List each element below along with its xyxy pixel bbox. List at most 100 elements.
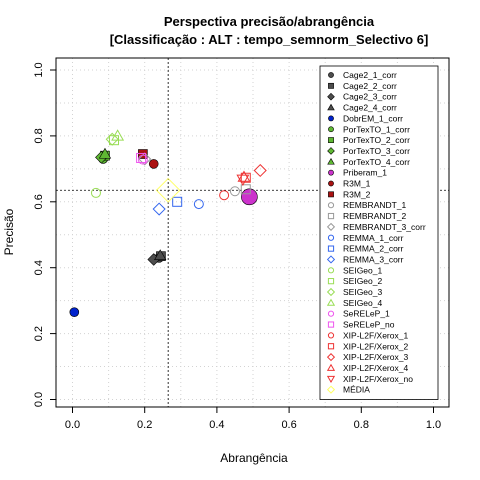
- legend-entry-label: SEIGeo_4: [343, 298, 382, 308]
- legend-entry-label: SEIGeo_2: [343, 276, 382, 286]
- legend-entry-label: SeRELeP_1: [343, 309, 390, 319]
- x-tick-label: 1.0: [426, 419, 441, 431]
- x-axis-ticks: 0.0 0.2 0.4 0.6 0.8 1.0: [65, 407, 441, 431]
- data-point-dobrem-1-corr: [69, 307, 80, 317]
- legend-marker: [327, 212, 335, 220]
- data-point-serelep-1: [137, 154, 148, 165]
- legend-marker: [326, 287, 336, 297]
- legend-entry-label: SEIGeo_3: [343, 287, 382, 297]
- legend-marker: [327, 92, 335, 101]
- data-point-seigeo-1: [90, 187, 101, 198]
- legend-marker: [327, 103, 335, 111]
- legend-marker: [328, 191, 334, 198]
- legend-entry-label: SeRELeP_no: [343, 320, 395, 330]
- data-point-remma-2-corr: [172, 196, 183, 207]
- legend-entry-label: PorTexTO_3_corr: [343, 146, 410, 156]
- data-point-priberam-1: [241, 188, 258, 206]
- legend-marker: [326, 353, 336, 362]
- x-tick-label: 0.4: [209, 419, 224, 431]
- legend-marker: [326, 363, 336, 371]
- x-tick-label: 0.2: [137, 419, 152, 431]
- y-axis-ticks: 0.0 0.2 0.4 0.6 0.8 1.0: [33, 62, 56, 407]
- y-tick-label: 0.8: [33, 128, 45, 143]
- legend-entry-label: REMBRANDT_2: [343, 211, 407, 221]
- data-point-rembrandt-1: [229, 186, 240, 197]
- data-point-cage2-4-corr: [154, 249, 167, 261]
- legend-marker: [326, 385, 336, 394]
- legend-entry-label: PorTexTO_2_corr: [343, 135, 410, 145]
- data-point-r3m-1: [148, 159, 159, 169]
- legend-marker: [327, 202, 335, 209]
- chart-title-line2: [Classificação : ALT : tempo_semnorm_Sel…: [110, 32, 429, 47]
- legend-entry-label: XIP-L2F/Xerox_1: [343, 330, 408, 340]
- legend-entry-label: Cage2_3_corr: [343, 92, 397, 102]
- legend-entry-label: REMMA_3_corr: [343, 254, 404, 264]
- legend-entry-label: Priberam_1: [343, 168, 387, 178]
- legend-entry-label: REMMA_2_corr: [343, 244, 404, 254]
- x-axis-label: Abrangência: [220, 451, 288, 465]
- legend-entry-label: REMMA_1_corr: [343, 233, 404, 243]
- legend-marker: [328, 115, 334, 122]
- legend-marker: [326, 298, 336, 306]
- chart-title-line1: Perspectiva precisão/abrangência: [164, 14, 375, 29]
- data-point-remma-1-corr: [193, 199, 204, 210]
- legend-marker: [327, 157, 335, 165]
- data-point-rembrandt-3-corr: [138, 152, 152, 166]
- data-point-xip-l2f-xerox-1: [219, 190, 230, 201]
- legend-marker: [326, 375, 336, 384]
- y-tick-label: 0.2: [33, 326, 45, 341]
- legend-entry-label: R3M_1: [343, 179, 371, 189]
- legend-entry-label: MÉDIA: [343, 385, 370, 395]
- legend-marker: [328, 169, 334, 176]
- data-point-rembrandt-2: [240, 184, 251, 195]
- data-point-r3m-2: [138, 149, 148, 159]
- data-point-xip-l2f-xerox-3: [253, 163, 267, 178]
- legend-marker: [327, 310, 335, 317]
- legend-entry-label: XIP-L2F/Xerox_no: [343, 374, 413, 384]
- y-tick-label: 0.0: [33, 392, 45, 407]
- y-tick-label: 0.4: [33, 260, 45, 275]
- data-point-serelep-no: [136, 152, 147, 163]
- x-tick-label: 0.0: [65, 419, 80, 431]
- legend-entry-label: Cage2_2_corr: [343, 81, 397, 91]
- data-point-xip-l2f-xerox-2: [240, 172, 251, 183]
- legend-marker: [328, 126, 334, 133]
- legend-marker: [327, 147, 335, 155]
- legend: Cage2_1_corrCage2_2_corrCage2_3_corrCage…: [319, 65, 439, 400]
- legend-marker: [326, 255, 336, 264]
- y-tick-label: 1.0: [33, 62, 45, 77]
- legend-marker: [328, 180, 334, 187]
- legend-entry-label: SEIGeo_1: [343, 265, 382, 275]
- data-point-m-dia: [155, 177, 181, 203]
- legend-marker: [327, 343, 335, 350]
- legend-marker: [326, 222, 336, 231]
- legend-entry-label: Cage2_1_corr: [343, 70, 397, 80]
- legend-marker: [327, 278, 335, 285]
- legend-entry-label: DobrEM_1_corr: [343, 113, 403, 123]
- legend-marker: [327, 332, 335, 339]
- legend-entry-label: XIP-L2F/Xerox_3: [343, 352, 408, 362]
- y-tick-label: 0.6: [33, 194, 45, 209]
- y-axis-label: Precisão: [2, 208, 16, 255]
- legend-entry-label: XIP-L2F/Xerox_2: [343, 341, 408, 351]
- data-point-remma-3-corr: [152, 202, 166, 216]
- legend-entry-label: PorTexTO_4_corr: [343, 157, 410, 167]
- legend-marker: [327, 267, 335, 274]
- data-point-xip-l2f-xerox-no: [236, 174, 250, 187]
- legend-entry-label: Cage2_4_corr: [343, 103, 397, 113]
- data-point-seigeo-3: [105, 132, 119, 146]
- legend-marker: [328, 137, 334, 143]
- data-point-xip-l2f-xerox-4: [237, 170, 251, 182]
- legend-marker: [327, 321, 335, 328]
- legend-entry-label: REMBRANDT_3_corr: [343, 222, 426, 232]
- x-tick-label: 0.6: [281, 419, 296, 431]
- legend-marker: [327, 245, 335, 252]
- legend-marker: [327, 234, 335, 241]
- legend-entry-label: XIP-L2F/Xerox_4: [343, 363, 408, 373]
- legend-entry-label: R3M_2: [343, 189, 371, 199]
- data-points: [69, 129, 267, 317]
- legend-entry-label: REMBRANDT_1: [343, 200, 407, 210]
- legend-marker: [328, 72, 334, 78]
- legend-marker: [328, 82, 334, 89]
